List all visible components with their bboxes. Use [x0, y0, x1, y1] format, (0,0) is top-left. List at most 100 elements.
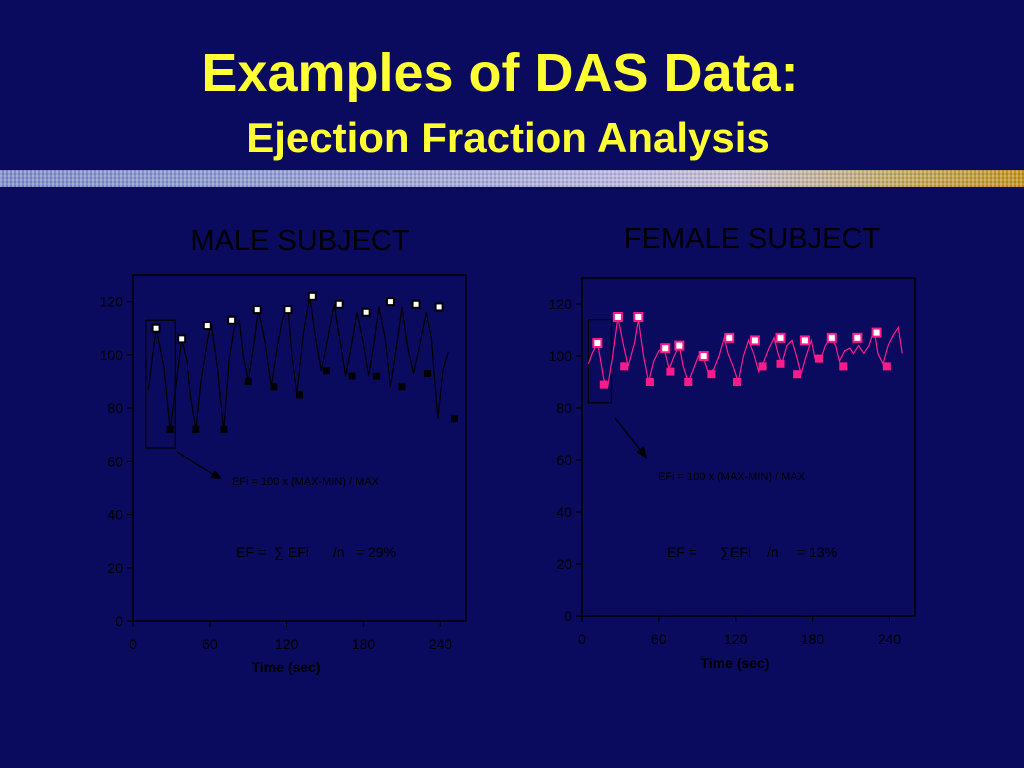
male-max-point: [151, 323, 161, 333]
male-max-point: [177, 334, 187, 344]
male-max-point: [334, 299, 344, 309]
female-chart: FEMALE SUBJECT 0 20 40 60 80 100 120 0 60 120 180 2…: [549, 223, 916, 671]
female-min-point: [758, 362, 767, 371]
female-plot-area: [581, 277, 916, 617]
female-y-tick-label: 60: [556, 452, 572, 468]
slide-title: Examples of DAS Data:: [201, 43, 799, 103]
female-ef-label: EF =: [667, 544, 697, 560]
male-y-tick-label: 20: [107, 560, 123, 576]
male-min-point: [372, 372, 380, 380]
male-annotation-arrow: [176, 451, 217, 477]
male-max-point: [252, 305, 262, 315]
male-x-axis-label: Time (sec): [252, 659, 321, 675]
female-annotation-arrowhead: [636, 446, 647, 459]
female-annotation-arrow: [614, 417, 643, 453]
female-ef-divisor: /n: [767, 544, 779, 560]
male-y-tick-label: 80: [107, 400, 123, 416]
female-max-point: [660, 343, 671, 354]
female-min-point: [684, 378, 693, 386]
male-annotation-arrowhead: [210, 470, 222, 479]
male-x-tick-label: 60: [202, 636, 218, 652]
female-max-point: [826, 332, 837, 343]
male-x-tick-label: 180: [352, 636, 376, 652]
male-y-tick-label: 120: [100, 294, 124, 310]
female-min-point: [776, 359, 785, 368]
female-x-tick-label: 60: [651, 631, 667, 647]
female-min-point: [882, 362, 891, 371]
female-x-tick-label: 120: [724, 631, 748, 647]
female-max-point: [799, 335, 810, 346]
female-max-point: [698, 351, 709, 361]
male-chart: MALE SUBJECT 0 20 40 60 80 100 120 0 60 120 180 240…: [100, 225, 467, 675]
male-min-point: [220, 425, 228, 433]
female-y-tick-label: 0: [564, 608, 572, 624]
female-max-point: [612, 312, 623, 322]
female-axis-ticks: 0 20 40 60 80 100 120 0 60 120 180 240: [549, 296, 902, 647]
male-max-point: [227, 315, 237, 325]
male-y-tick-label: 0: [115, 613, 123, 629]
male-y-tick-label: 100: [100, 347, 124, 363]
female-y-tick-label: 100: [549, 348, 573, 364]
female-max-point: [852, 332, 863, 343]
female-max-point: [592, 338, 603, 348]
female-min-point: [814, 354, 823, 363]
female-max-point: [871, 327, 882, 338]
male-min-point: [270, 383, 278, 391]
male-min-point: [348, 372, 356, 380]
male-max-point: [411, 299, 421, 309]
male-min-point: [424, 369, 432, 377]
female-min-point: [839, 362, 848, 371]
female-highlight-box: [587, 319, 613, 404]
male-min-point: [166, 425, 174, 433]
female-ef-sum: ∑EFi: [720, 544, 751, 560]
female-max-point: [633, 312, 644, 322]
slide-subtitle: Ejection Fraction Analysis: [246, 114, 770, 161]
male-axis-ticks: 0 20 40 60 80 100 120 0 60 120 180 240: [100, 294, 453, 652]
female-y-tick-label: 20: [556, 556, 572, 572]
male-min-point: [244, 377, 252, 385]
female-ef-result: = 13%: [797, 544, 837, 560]
male-min-point: [450, 415, 458, 423]
male-min-point: [296, 391, 303, 399]
male-ef-result: = 29%: [356, 544, 396, 560]
female-efi-formula: EFi = 100 x (MAX-MIN) / MAX: [658, 471, 806, 483]
female-min-point: [645, 378, 654, 386]
male-max-point: [283, 305, 293, 315]
male-y-tick-label: 40: [107, 507, 123, 523]
male-max-point: [385, 297, 395, 307]
female-min-point: [599, 380, 608, 389]
male-min-point: [398, 383, 406, 391]
female-y-tick-label: 120: [549, 296, 573, 312]
male-min-point: [192, 425, 200, 433]
male-x-tick-label: 120: [275, 636, 299, 652]
female-min-point: [620, 362, 629, 371]
female-min-point: [666, 367, 675, 376]
female-trace-line: [587, 316, 903, 390]
male-x-tick-label: 0: [129, 636, 137, 652]
male-ef-sum: ∑ EFi: [274, 544, 309, 560]
male-ef-divisor: /n: [333, 544, 345, 560]
male-series: [145, 291, 458, 449]
male-max-point: [202, 321, 212, 331]
male-highlight-box: [145, 319, 176, 449]
female-y-tick-label: 80: [556, 400, 572, 416]
title-divider-bar: [0, 170, 1024, 187]
female-y-tick-label: 40: [556, 504, 572, 520]
male-max-point: [361, 307, 371, 317]
female-series: [587, 312, 903, 404]
female-max-point: [674, 340, 685, 351]
female-x-tick-label: 0: [578, 631, 586, 647]
female-x-tick-label: 180: [801, 631, 825, 647]
male-max-point: [434, 302, 444, 312]
male-trace-line: [147, 296, 449, 430]
male-plot-area: [132, 274, 467, 622]
male-y-tick-label: 60: [107, 453, 123, 469]
female-max-point: [724, 332, 735, 343]
male-ef-label: EF =: [236, 544, 266, 560]
female-min-point: [707, 370, 716, 379]
male-max-point: [307, 291, 317, 301]
male-min-point: [322, 367, 330, 375]
male-x-tick-label: 240: [429, 636, 453, 652]
female-min-point: [732, 378, 741, 386]
